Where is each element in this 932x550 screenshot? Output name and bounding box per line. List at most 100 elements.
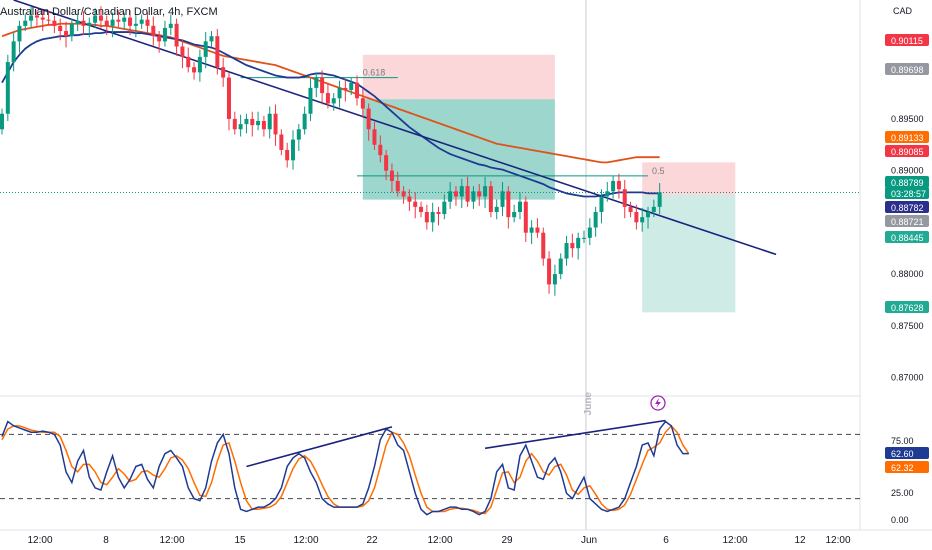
price-tag-bg <box>885 301 929 313</box>
price-tick: 0.89000 <box>891 166 924 176</box>
candle-body <box>360 98 365 109</box>
candle-body <box>389 170 394 181</box>
axes-layer: 0.900000.895000.890000.880000.875000.870… <box>27 34 929 546</box>
candle-body <box>58 25 63 32</box>
price-tag-bg <box>885 201 929 213</box>
candle-body <box>226 77 231 119</box>
stoch-divergence-2 <box>484 419 666 450</box>
candle-body <box>133 23 138 26</box>
price-tag-bg <box>885 176 929 188</box>
time-tick: 6 <box>663 535 669 546</box>
candle-body <box>343 87 348 90</box>
price-tag-bg <box>885 215 929 227</box>
candle-body <box>506 191 511 218</box>
candle-body <box>628 206 633 213</box>
candle-body <box>488 186 493 213</box>
time-tick: 12 <box>794 535 806 546</box>
candle-body <box>116 19 121 22</box>
candle-body <box>279 134 284 150</box>
candle-body <box>517 201 522 213</box>
candle-body <box>459 186 464 197</box>
price-tag: 0.89133 <box>891 133 924 143</box>
stoch-k-line <box>1 420 689 516</box>
candle-body <box>40 17 45 20</box>
candle-body <box>320 77 325 94</box>
candle-body <box>453 191 458 197</box>
candle-body <box>314 77 319 88</box>
candle-body <box>267 113 272 130</box>
candle-body <box>87 22 92 26</box>
candle-body <box>529 227 534 233</box>
candle-body <box>110 19 115 26</box>
candle-body <box>651 206 656 213</box>
time-tick: 12:00 <box>159 535 184 546</box>
candle-body <box>558 258 563 275</box>
time-tick: 12:00 <box>293 535 318 546</box>
candle-body <box>413 201 418 207</box>
candle-body <box>349 82 354 90</box>
candle-body <box>523 201 528 233</box>
candle-body <box>192 67 197 73</box>
candle-body <box>331 98 336 104</box>
candle-body <box>29 15 34 21</box>
candle-body <box>69 23 74 37</box>
candle-body <box>355 82 360 99</box>
price-tag: 03:28:57 <box>891 189 926 199</box>
level-label-1: 0.5 <box>652 166 665 176</box>
price-tag: 0.88782 <box>891 203 924 213</box>
candle-body <box>419 206 424 213</box>
currency-label: CAD <box>893 6 913 16</box>
candle-body <box>436 212 441 215</box>
candle-body <box>634 212 639 223</box>
candle-body <box>197 56 202 73</box>
candle-body <box>273 113 278 135</box>
candle-body <box>599 196 604 213</box>
candle-body <box>378 144 383 156</box>
candle-body <box>616 180 621 190</box>
candle-body <box>448 191 453 202</box>
candle-body <box>93 15 98 23</box>
candle-body <box>168 23 173 28</box>
price-tag: 0.88721 <box>891 217 924 227</box>
time-tick: 15 <box>234 535 246 546</box>
candle-body <box>162 27 167 42</box>
period-separator-label: June <box>583 392 594 416</box>
osc-tick: 75.00 <box>891 436 914 446</box>
candle-body <box>291 139 295 161</box>
price-tag-bg <box>885 145 929 157</box>
price-tag-bg <box>885 187 929 199</box>
price-tick: 0.89500 <box>891 114 924 124</box>
price-tick: 0.87500 <box>891 321 924 331</box>
price-tag-bg <box>885 63 929 75</box>
candle-body <box>52 20 57 26</box>
candles-layer[interactable] <box>0 6 662 296</box>
candle-body <box>174 23 179 47</box>
candle-body <box>337 87 342 99</box>
price-tag-bg <box>885 34 929 46</box>
candle-body <box>552 274 557 285</box>
candle-body <box>477 191 482 197</box>
candle-body <box>372 129 377 145</box>
candle-body <box>11 41 16 63</box>
candle-body <box>582 237 586 239</box>
stop-zone-1 <box>642 162 736 196</box>
candle-body <box>5 62 10 114</box>
candle-body <box>0 113 4 130</box>
time-tick: 8 <box>103 535 109 546</box>
candle-body <box>494 206 499 213</box>
candle-body <box>587 227 592 238</box>
candle-body <box>541 232 546 259</box>
ema-short-line <box>1 31 660 198</box>
candle-body <box>23 20 28 26</box>
candle-body <box>34 15 39 18</box>
candle-body <box>424 212 429 223</box>
candle-body <box>221 67 226 78</box>
osc-tag-bg <box>885 461 929 473</box>
time-tick: 12:00 <box>27 535 52 546</box>
candle-body <box>261 121 266 130</box>
candle-body <box>605 191 610 197</box>
candle-body <box>442 201 447 215</box>
candle-body <box>256 121 261 126</box>
candle-body <box>75 20 80 24</box>
